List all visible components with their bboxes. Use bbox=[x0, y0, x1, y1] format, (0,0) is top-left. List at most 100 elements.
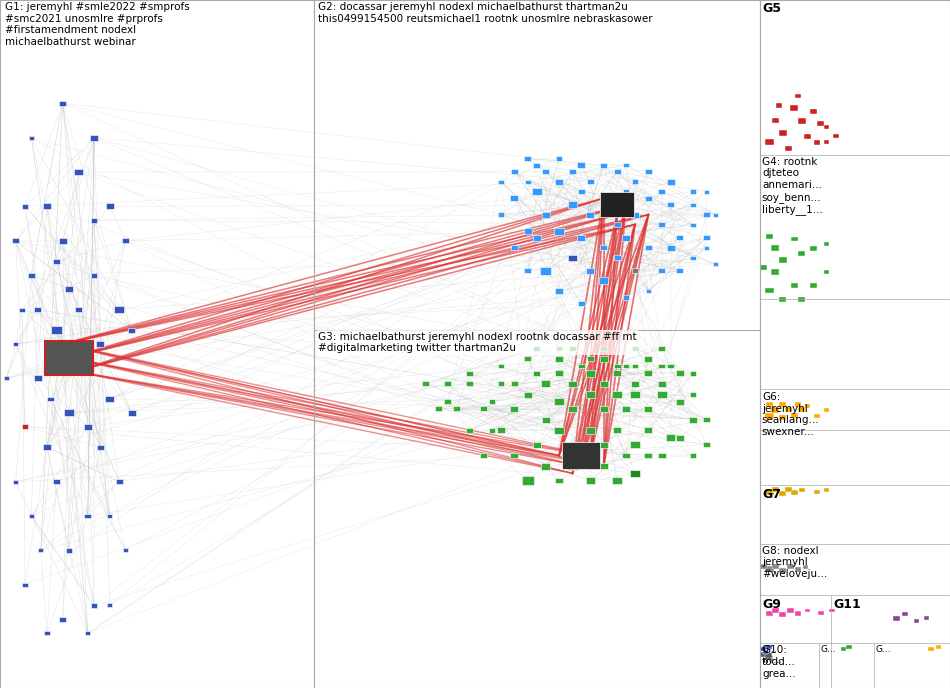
Bar bbox=[804, 133, 811, 139]
Bar bbox=[562, 442, 600, 469]
Bar bbox=[630, 441, 639, 448]
Bar bbox=[13, 342, 18, 346]
Bar bbox=[466, 381, 473, 387]
Bar bbox=[803, 566, 808, 569]
Bar bbox=[578, 162, 585, 168]
Text: G1: jeremyhl #smle2022 #smprofs
#smc2021 unosmIre #prprofs
#firstamendment nodex: G1: jeremyhl #smle2022 #smprofs #smc2021… bbox=[5, 2, 189, 47]
Bar bbox=[632, 179, 638, 184]
Bar bbox=[893, 616, 900, 621]
Bar bbox=[760, 265, 768, 270]
Bar bbox=[38, 548, 44, 552]
Bar bbox=[614, 169, 620, 174]
Bar bbox=[785, 487, 792, 492]
Bar bbox=[785, 407, 792, 412]
Bar bbox=[690, 371, 696, 376]
Bar bbox=[511, 381, 518, 387]
Bar bbox=[771, 608, 779, 613]
Bar bbox=[798, 118, 806, 124]
Bar bbox=[555, 427, 564, 434]
Bar bbox=[675, 435, 684, 440]
Bar bbox=[71, 355, 79, 361]
Bar bbox=[790, 237, 798, 241]
Bar bbox=[936, 645, 941, 649]
Bar bbox=[657, 453, 666, 458]
Bar bbox=[599, 195, 608, 201]
Bar bbox=[760, 647, 766, 651]
Bar bbox=[523, 391, 532, 398]
Bar bbox=[824, 270, 829, 274]
Bar bbox=[90, 217, 98, 223]
Bar bbox=[614, 255, 620, 260]
Bar bbox=[644, 453, 653, 458]
Bar bbox=[578, 235, 585, 241]
Bar bbox=[532, 188, 541, 195]
Bar bbox=[798, 407, 806, 412]
Bar bbox=[568, 406, 577, 412]
Text: G6:
jeremyhl
seanlang...
swexner...: G6: jeremyhl seanlang... swexner... bbox=[762, 392, 820, 437]
Bar bbox=[805, 404, 810, 408]
Bar bbox=[809, 283, 817, 288]
Bar bbox=[824, 140, 829, 144]
Bar bbox=[817, 121, 825, 127]
Bar bbox=[567, 462, 578, 470]
Bar bbox=[466, 428, 473, 433]
Bar bbox=[510, 406, 519, 412]
Bar bbox=[779, 491, 787, 495]
Text: G5: G5 bbox=[762, 2, 781, 15]
Bar bbox=[497, 427, 505, 433]
Bar bbox=[675, 370, 684, 376]
Bar bbox=[45, 631, 49, 635]
Bar bbox=[771, 269, 779, 275]
Bar bbox=[766, 489, 773, 495]
Bar bbox=[511, 245, 518, 250]
Text: G9: G9 bbox=[762, 598, 781, 611]
Bar bbox=[34, 307, 41, 312]
Bar bbox=[578, 301, 585, 306]
Text: G...
mi...: G... mi... bbox=[762, 645, 782, 665]
Bar bbox=[599, 463, 608, 469]
Bar bbox=[667, 179, 674, 184]
Bar bbox=[599, 381, 608, 387]
Bar bbox=[453, 407, 460, 411]
Text: G2: docassar jeremyhl nodexl michaelbathurst thartman2u
this0499154500 reutsmich: G2: docassar jeremyhl nodexl michaelbath… bbox=[318, 2, 653, 23]
Bar bbox=[33, 376, 42, 381]
Bar bbox=[771, 407, 779, 413]
Bar bbox=[644, 370, 653, 376]
Bar bbox=[43, 444, 51, 450]
Bar bbox=[691, 203, 695, 206]
Bar bbox=[631, 381, 639, 387]
Bar bbox=[787, 563, 794, 569]
Bar bbox=[766, 288, 773, 293]
Text: G7: G7 bbox=[762, 488, 781, 502]
Bar bbox=[765, 654, 772, 658]
Bar bbox=[86, 631, 90, 635]
Bar bbox=[814, 490, 820, 494]
Bar bbox=[533, 345, 541, 351]
Bar bbox=[22, 204, 28, 209]
Bar bbox=[667, 363, 674, 369]
Bar bbox=[771, 246, 779, 251]
Bar bbox=[644, 427, 653, 433]
Bar bbox=[523, 228, 532, 234]
Bar bbox=[794, 94, 802, 98]
Bar bbox=[824, 488, 829, 492]
Bar bbox=[0, 0, 314, 688]
Bar bbox=[444, 381, 451, 387]
Bar bbox=[667, 202, 674, 207]
Bar bbox=[555, 370, 563, 376]
Bar bbox=[630, 470, 639, 477]
Bar bbox=[46, 341, 93, 375]
Bar bbox=[51, 326, 62, 334]
Bar bbox=[779, 402, 787, 407]
Bar bbox=[541, 463, 550, 470]
Bar bbox=[779, 415, 787, 420]
Bar bbox=[53, 479, 60, 484]
Bar bbox=[23, 583, 28, 587]
Bar bbox=[760, 0, 950, 688]
Bar bbox=[790, 283, 798, 288]
Text: G3: michaelbathurst jeremyhl nodexl rootnk docassar #ff mt
#digitalmarketing twi: G3: michaelbathurst jeremyhl nodexl root… bbox=[318, 332, 636, 353]
Bar bbox=[712, 262, 718, 266]
Bar bbox=[798, 250, 806, 255]
Bar bbox=[645, 195, 652, 201]
Bar bbox=[542, 417, 550, 422]
